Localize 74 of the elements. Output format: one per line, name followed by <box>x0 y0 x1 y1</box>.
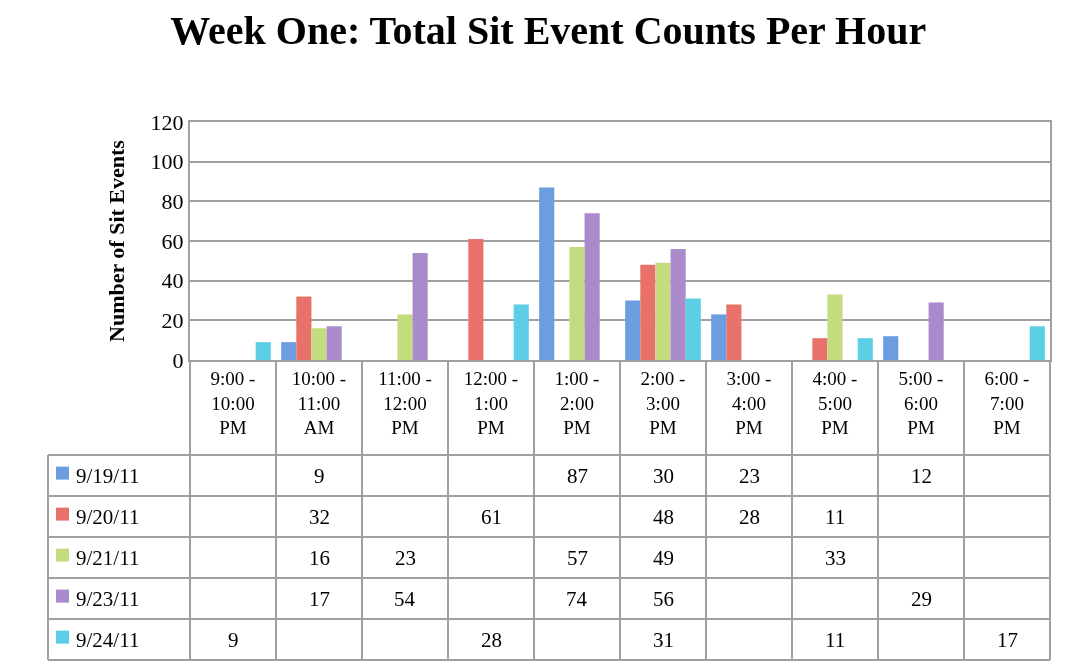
y-tick-label: 40 <box>161 268 184 294</box>
bar <box>326 326 342 360</box>
y-tick-label: 120 <box>150 109 184 135</box>
bar <box>281 342 297 360</box>
bar <box>513 304 529 360</box>
x-tick-label: 1:00 - 2:00 PM <box>554 367 600 439</box>
bar <box>655 262 671 360</box>
data-label: 31 <box>653 628 674 652</box>
bar <box>412 252 428 360</box>
data-label: 54 <box>394 587 416 611</box>
data-label: 57 <box>567 546 588 570</box>
data-label: 87 <box>567 464 588 488</box>
bar <box>883 336 899 360</box>
data-label: 49 <box>653 546 674 570</box>
y-tick-label: 60 <box>161 228 184 254</box>
bar <box>311 328 327 360</box>
bar <box>685 298 701 360</box>
data-label: 11 <box>825 505 846 529</box>
x-tick-label: 5:00 - 6:00 PM <box>898 367 944 439</box>
y-axis-title: Number of Sit Events <box>103 139 129 342</box>
chart-title: Week One: Total Sit Event Counts Per Hour <box>170 7 927 53</box>
bar <box>928 302 944 360</box>
data-label: 9 <box>314 464 325 488</box>
x-tick-label: 2:00 - 3:00 PM <box>640 367 686 439</box>
data-label: 29 <box>911 587 932 611</box>
x-tick-label: 10:00 - 11:00 AM <box>291 367 347 439</box>
y-tick-label: 0 <box>172 347 184 373</box>
bar <box>468 239 484 360</box>
bar <box>569 246 585 360</box>
data-label: 11 <box>825 628 846 652</box>
x-tick-label: 4:00 - 5:00 PM <box>812 367 858 439</box>
data-label: 17 <box>309 587 330 611</box>
x-tick-label: 12:00 - 1:00 PM <box>463 367 519 439</box>
data-label: 28 <box>481 628 502 652</box>
x-tick-label: 3:00 - 4:00 PM <box>726 367 772 439</box>
y-tick-label: 80 <box>161 189 184 215</box>
bar <box>711 314 727 360</box>
data-label: 32 <box>309 505 330 529</box>
bar <box>812 338 828 360</box>
data-label: 48 <box>653 505 674 529</box>
y-tick-label: 100 <box>150 149 184 175</box>
data-label: 74 <box>566 587 588 611</box>
bar <box>640 264 656 360</box>
data-label: 12 <box>911 464 932 488</box>
legend-label: 9/21/11 <box>76 546 140 570</box>
bar <box>584 213 600 360</box>
bar <box>539 187 555 360</box>
data-label: 28 <box>739 505 760 529</box>
bar <box>1029 326 1045 360</box>
legend-label: 9/20/11 <box>76 505 140 529</box>
data-label: 16 <box>309 546 330 570</box>
legend-label: 9/23/11 <box>76 587 140 611</box>
bar <box>670 248 686 360</box>
bar <box>726 304 742 360</box>
legend-label: 9/24/11 <box>76 628 140 652</box>
data-label: 17 <box>997 628 1018 652</box>
data-label: 61 <box>481 505 502 529</box>
data-label: 9 <box>228 628 239 652</box>
y-tick-label: 20 <box>161 308 184 334</box>
data-label: 30 <box>653 464 674 488</box>
data-label: 23 <box>739 464 760 488</box>
legend-label: 9/19/11 <box>76 464 140 488</box>
data-label: 33 <box>825 546 846 570</box>
x-tick-label: 9:00 - 10:00 PM <box>210 367 256 439</box>
bar <box>857 338 873 360</box>
x-tick-label: 11:00 - 12:00 PM <box>378 367 432 439</box>
data-label: 23 <box>395 546 416 570</box>
bar <box>397 314 413 360</box>
bar <box>827 294 843 360</box>
bar <box>296 296 312 360</box>
data-label: 56 <box>653 587 674 611</box>
bar <box>255 342 271 360</box>
x-tick-label: 6:00 - 7:00 PM <box>984 367 1030 439</box>
bar <box>625 300 641 360</box>
